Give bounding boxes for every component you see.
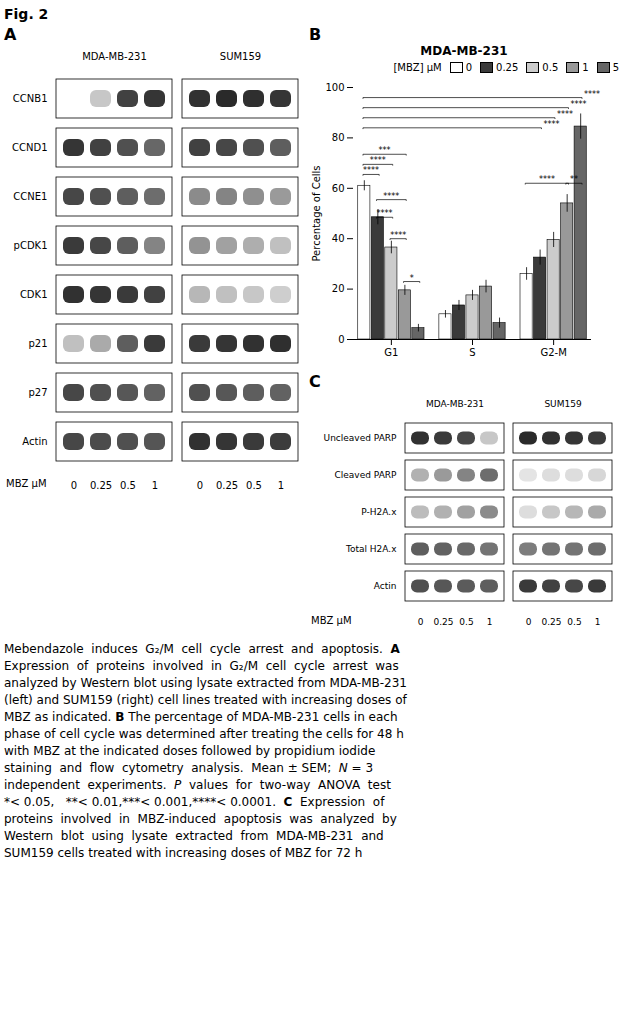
html-text:[MBZ] μM: [MBZ] μM bbox=[393, 62, 442, 73]
svg-text:0.25: 0.25 bbox=[541, 617, 561, 627]
html-text:MBZ μM: MBZ μM bbox=[311, 615, 352, 626]
html-text:staining and flow cytometry an: staining and flow cytometry analysis. Me… bbox=[4, 761, 374, 775]
html-text:MBZ as indicated. B The percen: MBZ as indicated. B The percentage of MD… bbox=[4, 710, 398, 724]
svg-text:p21: p21 bbox=[28, 338, 47, 349]
svg-text:0.25: 0.25 bbox=[433, 617, 453, 627]
svg-text:****: **** bbox=[390, 231, 406, 240]
html-text:Expression of proteins involve: Expression of proteins involved in G ₂ /… bbox=[4, 659, 399, 673]
svg-text:Cleaved PARP: Cleaved PARP bbox=[335, 470, 398, 480]
html-text:B: B bbox=[309, 25, 322, 44]
html-text:MBZ μM: MBZ μM bbox=[6, 478, 47, 489]
svg-text:****: **** bbox=[543, 120, 559, 129]
html-text:analyzed by Western blot using: analyzed by Western blot using lysate ex… bbox=[4, 676, 407, 690]
svg-text:Actin: Actin bbox=[22, 436, 47, 447]
svg-text:1: 1 bbox=[595, 617, 601, 627]
html-text:A: A bbox=[4, 25, 17, 44]
svg-text:G2-M: G2-M bbox=[540, 347, 566, 358]
svg-text:60: 60 bbox=[332, 183, 345, 194]
svg-text:0.5: 0.5 bbox=[246, 480, 262, 491]
svg-text:100: 100 bbox=[325, 82, 344, 93]
svg-text:p27: p27 bbox=[28, 387, 47, 398]
svg-text:CDK1: CDK1 bbox=[20, 289, 48, 300]
svg-text:S: S bbox=[469, 347, 475, 358]
html-text:C: C bbox=[309, 372, 321, 391]
html-text:Mebendazole induces G ₂ /M cel: Mebendazole induces G ₂ /M cell cycle ar… bbox=[4, 642, 400, 656]
html-text:(left) and SUM159 (right) cell: (left) and SUM159 (right) cell lines tre… bbox=[4, 693, 407, 707]
svg-text:P-H2A.x: P-H2A.x bbox=[361, 507, 397, 517]
html-text:MDA-MB-231: MDA-MB-231 bbox=[420, 44, 508, 58]
svg-text:80: 80 bbox=[332, 132, 345, 143]
svg-text:Uncleaved PARP: Uncleaved PARP bbox=[324, 433, 397, 443]
html-text:0.5: 0.5 bbox=[542, 62, 559, 73]
svg-text:SUM159: SUM159 bbox=[544, 399, 582, 409]
svg-text:0.5: 0.5 bbox=[459, 617, 473, 627]
svg-text:0: 0 bbox=[197, 480, 203, 491]
html-text:1: 1 bbox=[582, 62, 589, 73]
svg-text:40: 40 bbox=[332, 233, 345, 244]
svg-text:SUM159: SUM159 bbox=[220, 51, 261, 62]
html-text:Western blot using lysate extr: Western blot using lysate extracted from… bbox=[4, 829, 384, 843]
svg-text:**: ** bbox=[570, 175, 578, 184]
html-text:independent experiments. P val: independent experiments. P values for tw… bbox=[4, 778, 391, 792]
svg-text:CCNE1: CCNE1 bbox=[13, 191, 47, 202]
svg-text:pCDK1: pCDK1 bbox=[14, 240, 48, 251]
html-text:0: 0 bbox=[465, 62, 473, 73]
svg-text:0.25: 0.25 bbox=[216, 480, 238, 491]
svg-text:Actin: Actin bbox=[374, 581, 397, 591]
svg-text:CCND1: CCND1 bbox=[12, 142, 48, 153]
html-text:SUM159 cells treated with incr: SUM159 cells treated with increasing dos… bbox=[4, 846, 363, 860]
svg-text:1: 1 bbox=[487, 617, 493, 627]
html-text:phase of cell cycle was determ: phase of cell cycle was determined after… bbox=[4, 727, 404, 741]
svg-text:20: 20 bbox=[332, 283, 345, 294]
svg-text:****: **** bbox=[377, 209, 393, 218]
svg-text:MDA-MB-231: MDA-MB-231 bbox=[426, 399, 484, 409]
svg-text:***: *** bbox=[379, 146, 391, 155]
svg-text:0: 0 bbox=[418, 617, 424, 627]
svg-text:MDA-MB-231: MDA-MB-231 bbox=[82, 51, 147, 62]
html-text:0.25: 0.25 bbox=[496, 62, 519, 73]
svg-text:1: 1 bbox=[278, 480, 284, 491]
html-text:5: 5 bbox=[612, 62, 619, 73]
svg-text:0: 0 bbox=[526, 617, 532, 627]
svg-text:****: **** bbox=[571, 100, 587, 109]
html-text:*< 0.05, **< 0.01,***< 0.001,*: *< 0.05, **< 0.01,***< 0.001,****< 0.000… bbox=[4, 795, 385, 809]
svg-text:1: 1 bbox=[152, 480, 158, 491]
svg-text:****: **** bbox=[584, 90, 600, 99]
svg-text:CCNB1: CCNB1 bbox=[13, 93, 48, 104]
svg-text:*: * bbox=[410, 274, 414, 283]
svg-text:G1: G1 bbox=[384, 347, 398, 358]
svg-text:0.5: 0.5 bbox=[120, 480, 136, 491]
svg-text:****: **** bbox=[383, 192, 399, 201]
svg-text:****: **** bbox=[539, 175, 555, 184]
svg-text:0: 0 bbox=[71, 480, 77, 491]
html-text:Fig. 2: Fig. 2 bbox=[4, 6, 49, 22]
html-text:proteins involved in MBZ-induc: proteins involved in MBZ-induced apoptos… bbox=[4, 812, 397, 826]
svg-text:****: **** bbox=[557, 110, 573, 119]
svg-text:Percentage of Cells: Percentage of Cells bbox=[311, 165, 322, 261]
svg-text:0.25: 0.25 bbox=[90, 480, 112, 491]
svg-text:****: **** bbox=[363, 166, 379, 175]
svg-text:0.5: 0.5 bbox=[567, 617, 581, 627]
html-text:with MBZ at the indicated dose: with MBZ at the indicated doses followed… bbox=[4, 744, 376, 758]
svg-text:0: 0 bbox=[338, 334, 344, 345]
svg-text:Total H2A.x: Total H2A.x bbox=[345, 544, 397, 554]
svg-text:****: **** bbox=[370, 156, 386, 165]
